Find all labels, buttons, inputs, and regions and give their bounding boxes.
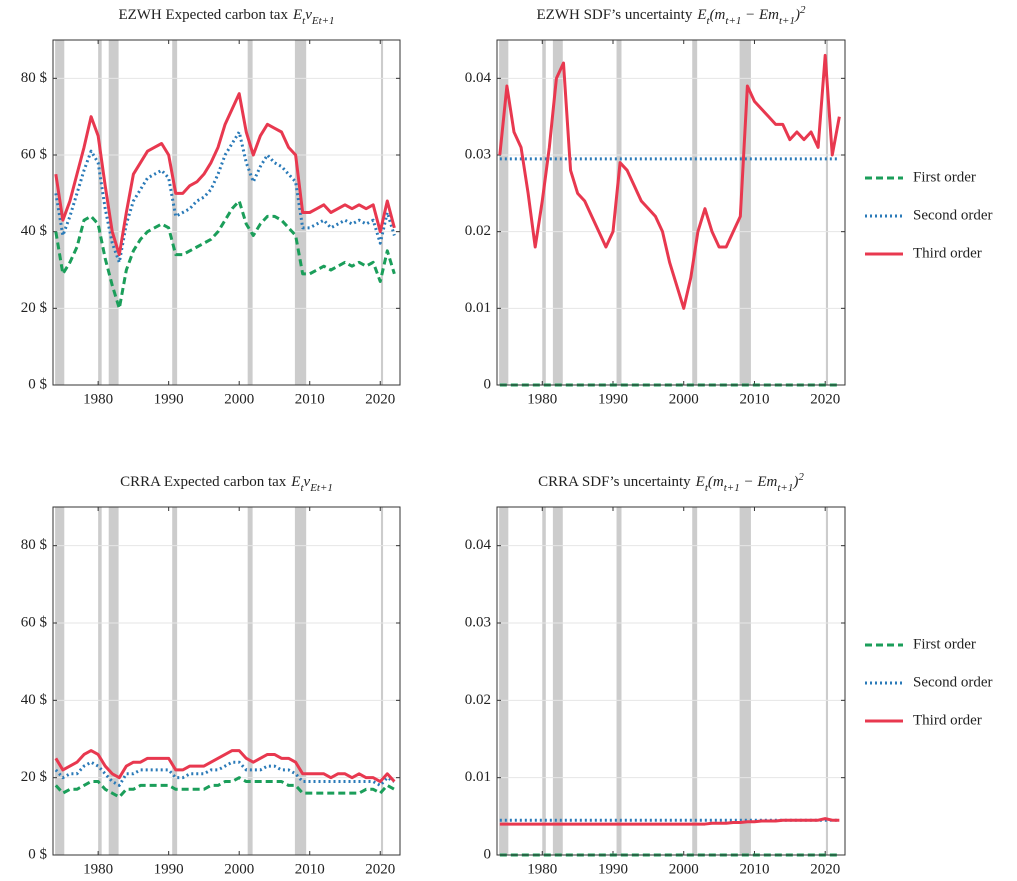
series-line [54,130,396,264]
y-tick-label: 40 $ [21,692,48,708]
x-tick-label: 2020 [810,861,840,877]
recession-band [55,40,65,385]
series-line [54,749,396,784]
recession-band [294,40,307,385]
series-line [54,760,396,787]
series-line [54,776,396,799]
recession-band [616,40,622,385]
legend-label: Third order [913,245,982,261]
title-formula: Et(mt+1 − Emt+1)2 [696,4,806,27]
y-tick-label: 0.03 [465,146,491,162]
title-text: CRRA SDF’s uncertainty [538,474,691,490]
chart-title: EZWH SDF’s uncertainty Et(mt+1 − Emt+1)2 [537,4,806,27]
title-formula: Et(mt+1 − Emt+1)2 [695,471,805,494]
series-line [54,92,396,257]
y-tick-label: 0 [484,846,492,862]
title-text: CRRA Expected carbon tax [120,474,287,490]
y-tick-label: 80 $ [21,537,48,553]
recession-band [380,40,384,385]
chart-title: CRRA Expected carbon tax EtvEt+1 [120,474,333,493]
y-tick-label: 0.01 [465,769,491,785]
y-tick-label: 80 $ [21,70,48,86]
recession-band [108,40,119,385]
recession-band [825,507,829,855]
x-tick-label: 1980 [83,861,113,877]
chart-title: CRRA SDF’s uncertainty Et(mt+1 − Emt+1)2 [538,471,804,494]
y-tick-label: 0.02 [465,223,491,239]
plot-frame [52,506,401,856]
x-tick-label: 2010 [295,861,325,877]
x-tick-label: 2010 [739,391,769,407]
plot-frame [496,39,846,386]
recession-band [552,40,563,385]
y-tick-label: 0 $ [28,376,47,392]
recession-band [55,507,65,855]
y-tick-label: 0 $ [28,846,47,862]
recession-band [825,40,829,385]
y-tick-label: 20 $ [21,769,48,785]
y-tick-label: 60 $ [21,614,48,630]
recession-band [616,507,622,855]
x-tick-label: 1980 [83,391,113,407]
chart-title: EZWH Expected carbon tax EtvEt+1 [118,7,334,26]
recession-band [247,507,253,855]
x-tick-label: 2020 [365,391,395,407]
recession-band [294,507,307,855]
recession-band [98,40,102,385]
legend-label: Second order [913,674,993,690]
recession-band [172,40,178,385]
recession-band [172,507,178,855]
x-tick-label: 1980 [527,391,557,407]
series-line [498,53,841,310]
y-tick-label: 0.03 [465,614,491,630]
x-tick-label: 2010 [739,861,769,877]
x-tick-label: 1990 [154,391,184,407]
x-tick-label: 2020 [365,861,395,877]
recession-band [499,40,509,385]
x-tick-label: 1990 [598,861,628,877]
x-tick-label: 2000 [224,861,254,877]
x-tick-label: 2000 [224,391,254,407]
x-tick-label: 2020 [810,391,840,407]
recession-band [542,40,546,385]
x-tick-label: 1990 [598,391,628,407]
recession-band [108,507,119,855]
y-tick-label: 0.04 [465,537,492,553]
x-tick-label: 2000 [669,861,699,877]
recession-band [98,507,102,855]
recession-band [380,507,384,855]
series-line [499,817,840,826]
recession-band [499,507,509,855]
recession-band [739,40,751,385]
y-tick-label: 0 [484,376,492,392]
x-tick-label: 2000 [669,391,699,407]
y-tick-label: 0.01 [465,300,491,316]
y-tick-label: 20 $ [21,300,48,316]
legend-label: First order [913,636,976,652]
legend-label: Third order [913,712,982,728]
title-text: EZWH Expected carbon tax [118,7,288,23]
title-text: EZWH SDF’s uncertainty [537,7,693,23]
x-tick-label: 2010 [295,391,325,407]
recession-band [247,40,253,385]
y-tick-label: 40 $ [21,223,48,239]
title-formula: EtvEt+1 [292,7,335,26]
legend-label: Second order [913,207,993,223]
y-tick-label: 0.02 [465,692,491,708]
recession-band [692,507,698,855]
series-line [54,199,396,310]
plot-frame [52,39,401,386]
recession-band [692,40,698,385]
y-tick-label: 60 $ [21,146,48,162]
recession-band [739,507,751,855]
recession-band [552,507,563,855]
x-tick-label: 1990 [154,861,184,877]
title-formula: EtvEt+1 [290,474,333,493]
recession-band [542,507,546,855]
x-tick-label: 1980 [527,861,557,877]
y-tick-label: 0.04 [465,70,492,86]
plot-frame [496,506,846,856]
legend-label: First order [913,169,976,185]
